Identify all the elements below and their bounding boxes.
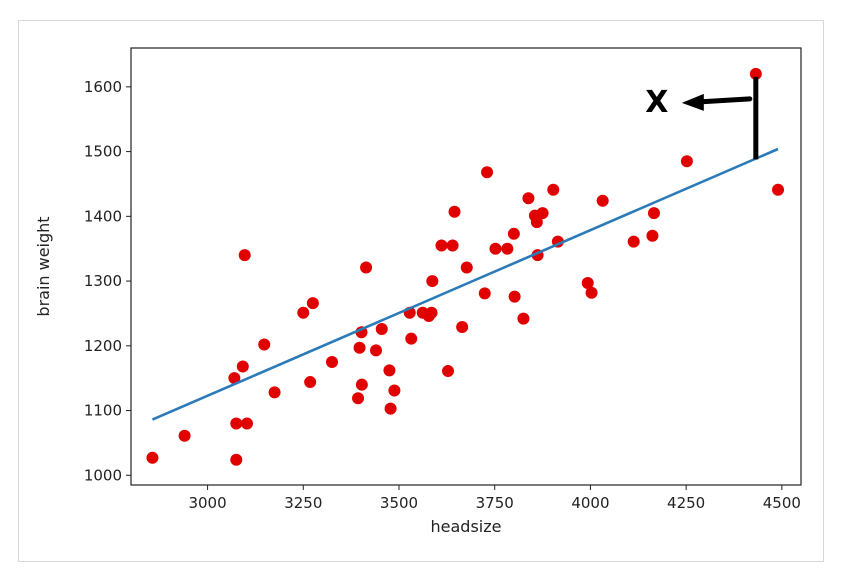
data-point xyxy=(517,312,530,325)
data-point xyxy=(772,183,785,196)
arrow-shaft xyxy=(697,96,753,105)
data-point xyxy=(585,286,598,299)
data-point xyxy=(230,453,243,466)
y-tick-label: 1200 xyxy=(84,337,122,355)
data-point xyxy=(581,277,594,290)
data-point xyxy=(426,275,439,288)
data-point xyxy=(435,239,448,252)
data-point xyxy=(326,355,338,368)
data-point xyxy=(360,261,373,274)
y-tick-label: 1400 xyxy=(84,207,122,225)
y-axis-label: brain weight xyxy=(34,216,53,316)
data-point xyxy=(680,155,693,168)
data-point xyxy=(508,290,521,303)
data-point xyxy=(647,207,660,220)
data-point xyxy=(258,338,271,351)
x-tick-label: 4000 xyxy=(571,494,609,512)
data-point xyxy=(230,417,243,430)
x-tick-label: 3250 xyxy=(284,494,322,512)
data-point xyxy=(596,194,609,207)
data-point xyxy=(749,67,762,80)
data-point xyxy=(236,360,249,373)
data-point xyxy=(522,192,535,205)
data-point xyxy=(306,297,319,310)
data-point xyxy=(446,239,459,252)
x-ticks: 3000 3250 3500 3750 4000 4250 4500 xyxy=(188,485,801,512)
data-point xyxy=(547,183,560,196)
data-point xyxy=(448,205,461,218)
x-tick-label: 3000 xyxy=(188,494,226,512)
x-tick-label: 3500 xyxy=(380,494,418,512)
data-point xyxy=(241,417,254,430)
data-point xyxy=(442,365,455,378)
data-point xyxy=(478,287,491,300)
regression-line-layer xyxy=(151,147,779,421)
data-point xyxy=(178,429,191,442)
data-point xyxy=(536,207,549,220)
data-point xyxy=(388,384,401,397)
arrow-head xyxy=(681,93,704,111)
plot-area-border xyxy=(130,47,802,486)
data-point xyxy=(304,376,317,389)
x-tick-label: 4500 xyxy=(763,494,801,512)
data-point xyxy=(297,306,310,319)
x-axis-label: headsize xyxy=(431,517,502,536)
annotation-x-label: X xyxy=(645,85,668,120)
chart-frame: X 3000 3250 3500 3750 4000 4250 4500 1000 1100 1… xyxy=(18,20,824,562)
data-point xyxy=(507,227,520,240)
annotation-layer: X xyxy=(645,76,759,160)
y-tick-label: 1100 xyxy=(84,402,122,420)
data-point xyxy=(146,451,159,464)
data-point xyxy=(375,322,388,335)
y-tick-label: 1300 xyxy=(84,272,122,290)
x-tick-label: 3750 xyxy=(476,494,514,512)
data-point xyxy=(383,364,396,377)
data-point xyxy=(353,341,366,354)
data-point xyxy=(481,166,494,179)
data-point xyxy=(530,216,543,229)
data-point xyxy=(456,321,469,334)
data-point xyxy=(352,392,365,405)
data-point xyxy=(425,306,438,319)
data-point xyxy=(355,378,368,391)
y-ticks: 1000 1100 1200 1300 1400 1500 1600 xyxy=(84,78,131,484)
scatter-chart: X 3000 3250 3500 3750 4000 4250 4500 100011001… xyxy=(34,47,802,536)
data-point xyxy=(405,332,418,345)
data-point xyxy=(268,386,281,399)
regression-line xyxy=(151,147,779,421)
data-point xyxy=(489,242,502,255)
data-point xyxy=(384,402,397,415)
points-layer xyxy=(146,67,785,466)
y-tick-label: 1000 xyxy=(84,466,122,484)
data-point xyxy=(627,235,640,248)
data-point xyxy=(228,372,241,385)
data-point xyxy=(501,242,514,255)
y-tick-label: 1600 xyxy=(84,78,122,96)
data-point xyxy=(238,249,251,262)
x-tick-label: 4250 xyxy=(667,494,705,512)
data-point xyxy=(460,261,473,274)
data-point xyxy=(370,344,383,357)
data-point xyxy=(646,229,659,242)
y-tick-label: 1500 xyxy=(84,143,122,161)
